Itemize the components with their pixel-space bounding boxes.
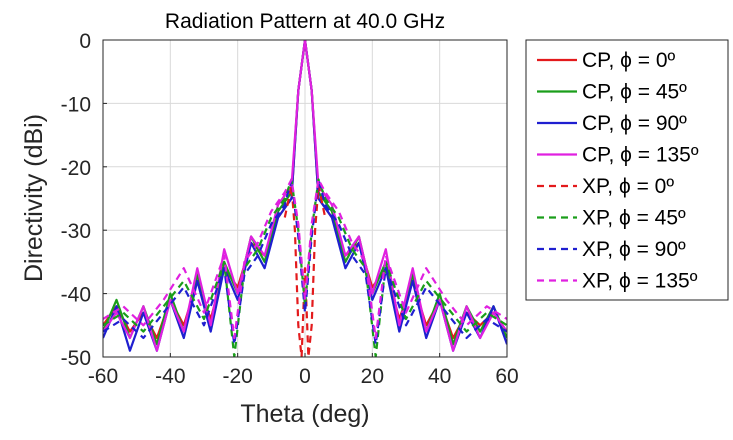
y-axis-label: Directivity (dBi)	[20, 114, 48, 282]
series-line-5	[103, 178, 507, 357]
legend-entry: CP, ϕ = 90º	[582, 112, 687, 135]
series-line-1	[103, 40, 507, 346]
chart-title: Radiation Pattern at 40.0 GHz	[165, 10, 445, 33]
legend-entry: XP, ϕ = 45º	[582, 207, 686, 230]
y-ticks: 0 -10 -20 -30 -40 -50	[61, 30, 107, 370]
x-tick-label: -40	[155, 365, 185, 388]
legend-entry: XP, ϕ = 0º	[582, 175, 674, 198]
legend-entry: CP, ϕ = 45º	[582, 81, 687, 104]
legend-entry: CP, ϕ = 135º	[582, 144, 699, 167]
x-tick-label: -60	[88, 365, 118, 388]
y-tick-label: 0	[79, 30, 91, 53]
y-tick-label: -50	[61, 347, 91, 370]
legend-entry: XP, ϕ = 135º	[582, 270, 698, 293]
x-tick-label: 60	[495, 365, 518, 388]
x-ticks: -60 -40 -20 0 20 40 60	[88, 353, 519, 388]
series-line-6	[103, 178, 507, 346]
y-tick-label: -20	[61, 157, 91, 180]
plot-area	[103, 40, 507, 357]
legend-entry: CP, ϕ = 0º	[582, 49, 676, 72]
legend-entry: XP, ϕ = 90º	[582, 238, 686, 261]
x-tick-label: -20	[222, 365, 252, 388]
series-line-4	[283, 184, 327, 357]
x-tick-label: 0	[299, 365, 311, 388]
x-axis-label: Theta (deg)	[240, 400, 369, 428]
y-tick-label: -10	[61, 93, 91, 116]
series-line-3	[103, 40, 507, 352]
series-line-7	[103, 178, 507, 340]
x-tick-label: 20	[361, 365, 384, 388]
y-tick-label: -40	[61, 284, 91, 307]
legend-box	[525, 39, 729, 301]
legend: CP, ϕ = 0º CP, ϕ = 45º CP, ϕ = 90º CP, ϕ = …	[525, 39, 729, 301]
x-tick-label: 40	[428, 365, 451, 388]
y-tick-label: -30	[61, 220, 91, 243]
